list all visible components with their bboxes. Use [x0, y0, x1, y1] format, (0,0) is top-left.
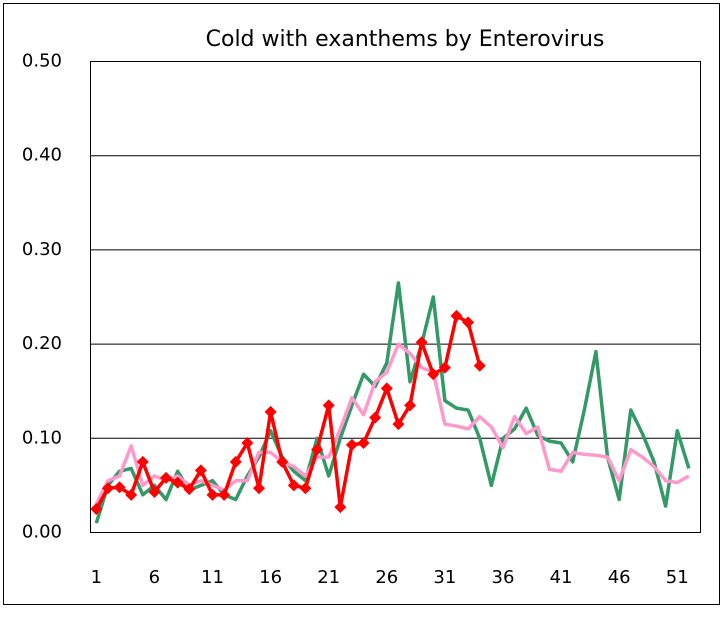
y-tick-label: 0.30	[22, 239, 62, 260]
x-tick-label: 41	[550, 567, 573, 588]
x-tick-label: 26	[375, 567, 398, 588]
data-point	[148, 485, 161, 498]
data-point	[125, 488, 138, 501]
data-point	[136, 455, 149, 468]
data-point	[427, 368, 440, 381]
data-point	[113, 481, 126, 494]
x-tick-label: 46	[608, 567, 631, 588]
data-point	[101, 482, 114, 495]
data-point	[462, 316, 475, 329]
data-point	[438, 361, 451, 374]
x-tick-label: 21	[317, 567, 340, 588]
x-tick-label: 31	[433, 567, 456, 588]
x-tick-label: 6	[149, 567, 160, 588]
data-point	[334, 501, 347, 514]
y-tick-label: 0.20	[22, 333, 62, 354]
data-point	[415, 336, 428, 349]
data-point	[171, 476, 184, 489]
data-point	[287, 479, 300, 492]
chart-title: Cold with exanthems by Enterovirus	[206, 27, 605, 52]
data-point	[194, 464, 207, 477]
data-point	[369, 411, 382, 424]
data-point	[392, 418, 405, 431]
data-point	[252, 482, 265, 495]
data-point	[357, 437, 370, 450]
data-point	[380, 382, 393, 395]
x-tick-label: 16	[259, 567, 282, 588]
y-tick-label: 0.50	[22, 51, 62, 72]
data-point	[183, 483, 196, 496]
data-point	[322, 399, 335, 412]
data-point	[206, 488, 219, 501]
data-point	[450, 309, 463, 322]
data-point	[160, 471, 173, 484]
chart-border	[3, 3, 720, 605]
x-tick-label: 1	[91, 567, 102, 588]
data-point	[404, 399, 417, 412]
data-point	[299, 482, 312, 495]
x-tick-label: 51	[666, 567, 689, 588]
y-tick-label: 0.40	[22, 145, 62, 166]
data-point	[345, 438, 358, 451]
data-point	[218, 488, 231, 501]
y-tick-label: 0.00	[22, 522, 62, 543]
data-point	[229, 455, 242, 468]
y-tick-label: 0.10	[22, 427, 62, 448]
data-point	[90, 502, 103, 515]
x-tick-label: 11	[201, 567, 224, 588]
series-line	[94, 281, 691, 524]
data-point	[311, 443, 324, 456]
data-point	[276, 455, 289, 468]
data-point	[241, 437, 254, 450]
x-tick-label: 36	[492, 567, 515, 588]
data-point	[264, 405, 277, 418]
data-point	[473, 359, 486, 372]
series-line	[94, 314, 482, 510]
